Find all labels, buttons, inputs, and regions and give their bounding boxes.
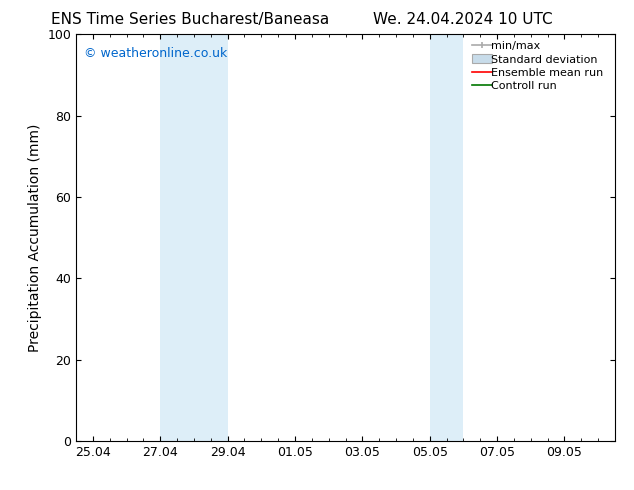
Y-axis label: Precipitation Accumulation (mm): Precipitation Accumulation (mm): [28, 123, 42, 352]
Text: We. 24.04.2024 10 UTC: We. 24.04.2024 10 UTC: [373, 12, 553, 27]
Text: ENS Time Series Bucharest/Baneasa: ENS Time Series Bucharest/Baneasa: [51, 12, 329, 27]
Bar: [160, 34, 228, 441]
Bar: [430, 34, 463, 441]
Text: © weatheronline.co.uk: © weatheronline.co.uk: [84, 47, 228, 59]
Legend: min/max, Standard deviation, Ensemble mean run, Controll run: min/max, Standard deviation, Ensemble me…: [467, 37, 612, 96]
